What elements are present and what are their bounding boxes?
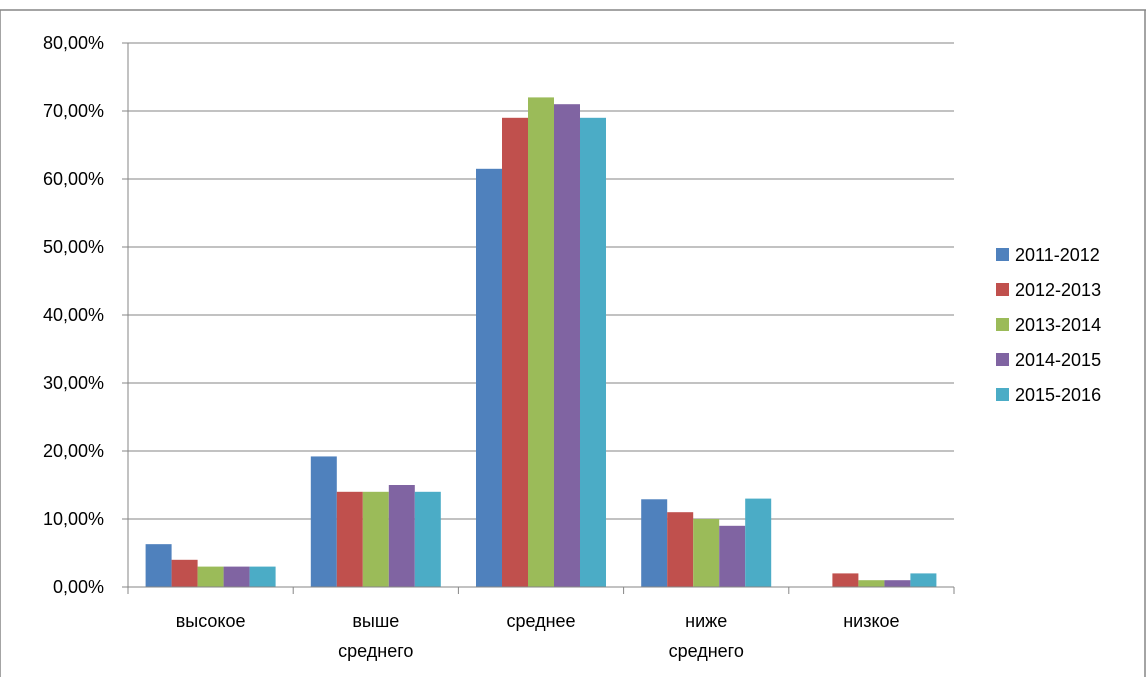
legend-label: 2012-2013 bbox=[1015, 280, 1101, 300]
legend-label: 2011-2012 bbox=[1015, 245, 1100, 265]
bar bbox=[641, 499, 668, 587]
bar bbox=[362, 491, 389, 587]
bar bbox=[858, 580, 885, 587]
bar bbox=[719, 525, 746, 587]
bars bbox=[145, 97, 937, 588]
y-tick-label: 30,00% bbox=[43, 373, 104, 393]
x-category-label: низкое bbox=[843, 611, 899, 631]
x-category-labels: высокое выше среднего среднее ниже среднего ни… bbox=[176, 611, 900, 661]
y-tick-label: 60,00% bbox=[43, 169, 104, 189]
bar bbox=[171, 559, 198, 587]
y-tick-labels: 0,00% 10,00% 20,00% 30,00% 40,00% 50,00% 60,00… bbox=[43, 33, 104, 597]
legend-swatch bbox=[996, 248, 1009, 261]
x-category-label: среднее bbox=[506, 611, 575, 631]
bar bbox=[528, 97, 554, 588]
bar bbox=[667, 512, 694, 587]
bar bbox=[884, 580, 911, 587]
bar bbox=[310, 456, 337, 587]
bar bbox=[693, 519, 720, 587]
legend-swatch bbox=[996, 283, 1009, 296]
legend-label: 2013-2014 bbox=[1015, 315, 1101, 335]
bar bbox=[745, 498, 772, 587]
x-category-label: высокое bbox=[176, 611, 246, 631]
bar bbox=[910, 573, 937, 587]
y-tick-label: 70,00% bbox=[43, 101, 104, 121]
legend-swatch bbox=[996, 388, 1009, 401]
legend-swatch bbox=[996, 353, 1009, 366]
bar bbox=[580, 117, 606, 588]
y-tick-label: 80,00% bbox=[43, 33, 104, 53]
bar bbox=[554, 104, 580, 587]
x-category-label: выше среднего bbox=[338, 611, 413, 661]
legend-swatch bbox=[996, 318, 1009, 331]
bar bbox=[832, 573, 859, 587]
bar bbox=[336, 491, 363, 587]
legend-label: 2015-2016 bbox=[1015, 385, 1101, 405]
bar bbox=[502, 117, 528, 588]
y-tick-label: 50,00% bbox=[43, 237, 104, 257]
axes bbox=[127, 43, 955, 594]
bar bbox=[388, 485, 415, 587]
y-tick-label: 40,00% bbox=[43, 305, 104, 325]
bar bbox=[476, 168, 502, 588]
y-tick-label: 0,00% bbox=[53, 577, 104, 597]
bar bbox=[414, 491, 441, 587]
legend: 2011-2012 2012-2013 2013-2014 2014-2015 2015… bbox=[996, 245, 1101, 405]
legend-label: 2014-2015 bbox=[1015, 350, 1101, 370]
y-tick-label: 20,00% bbox=[43, 441, 104, 461]
bar bbox=[223, 566, 250, 587]
y-tick-label: 10,00% bbox=[43, 509, 104, 529]
bar bbox=[145, 544, 172, 587]
bar bbox=[249, 566, 276, 587]
x-category-label: ниже среднего bbox=[669, 611, 744, 661]
bar bbox=[197, 566, 224, 587]
